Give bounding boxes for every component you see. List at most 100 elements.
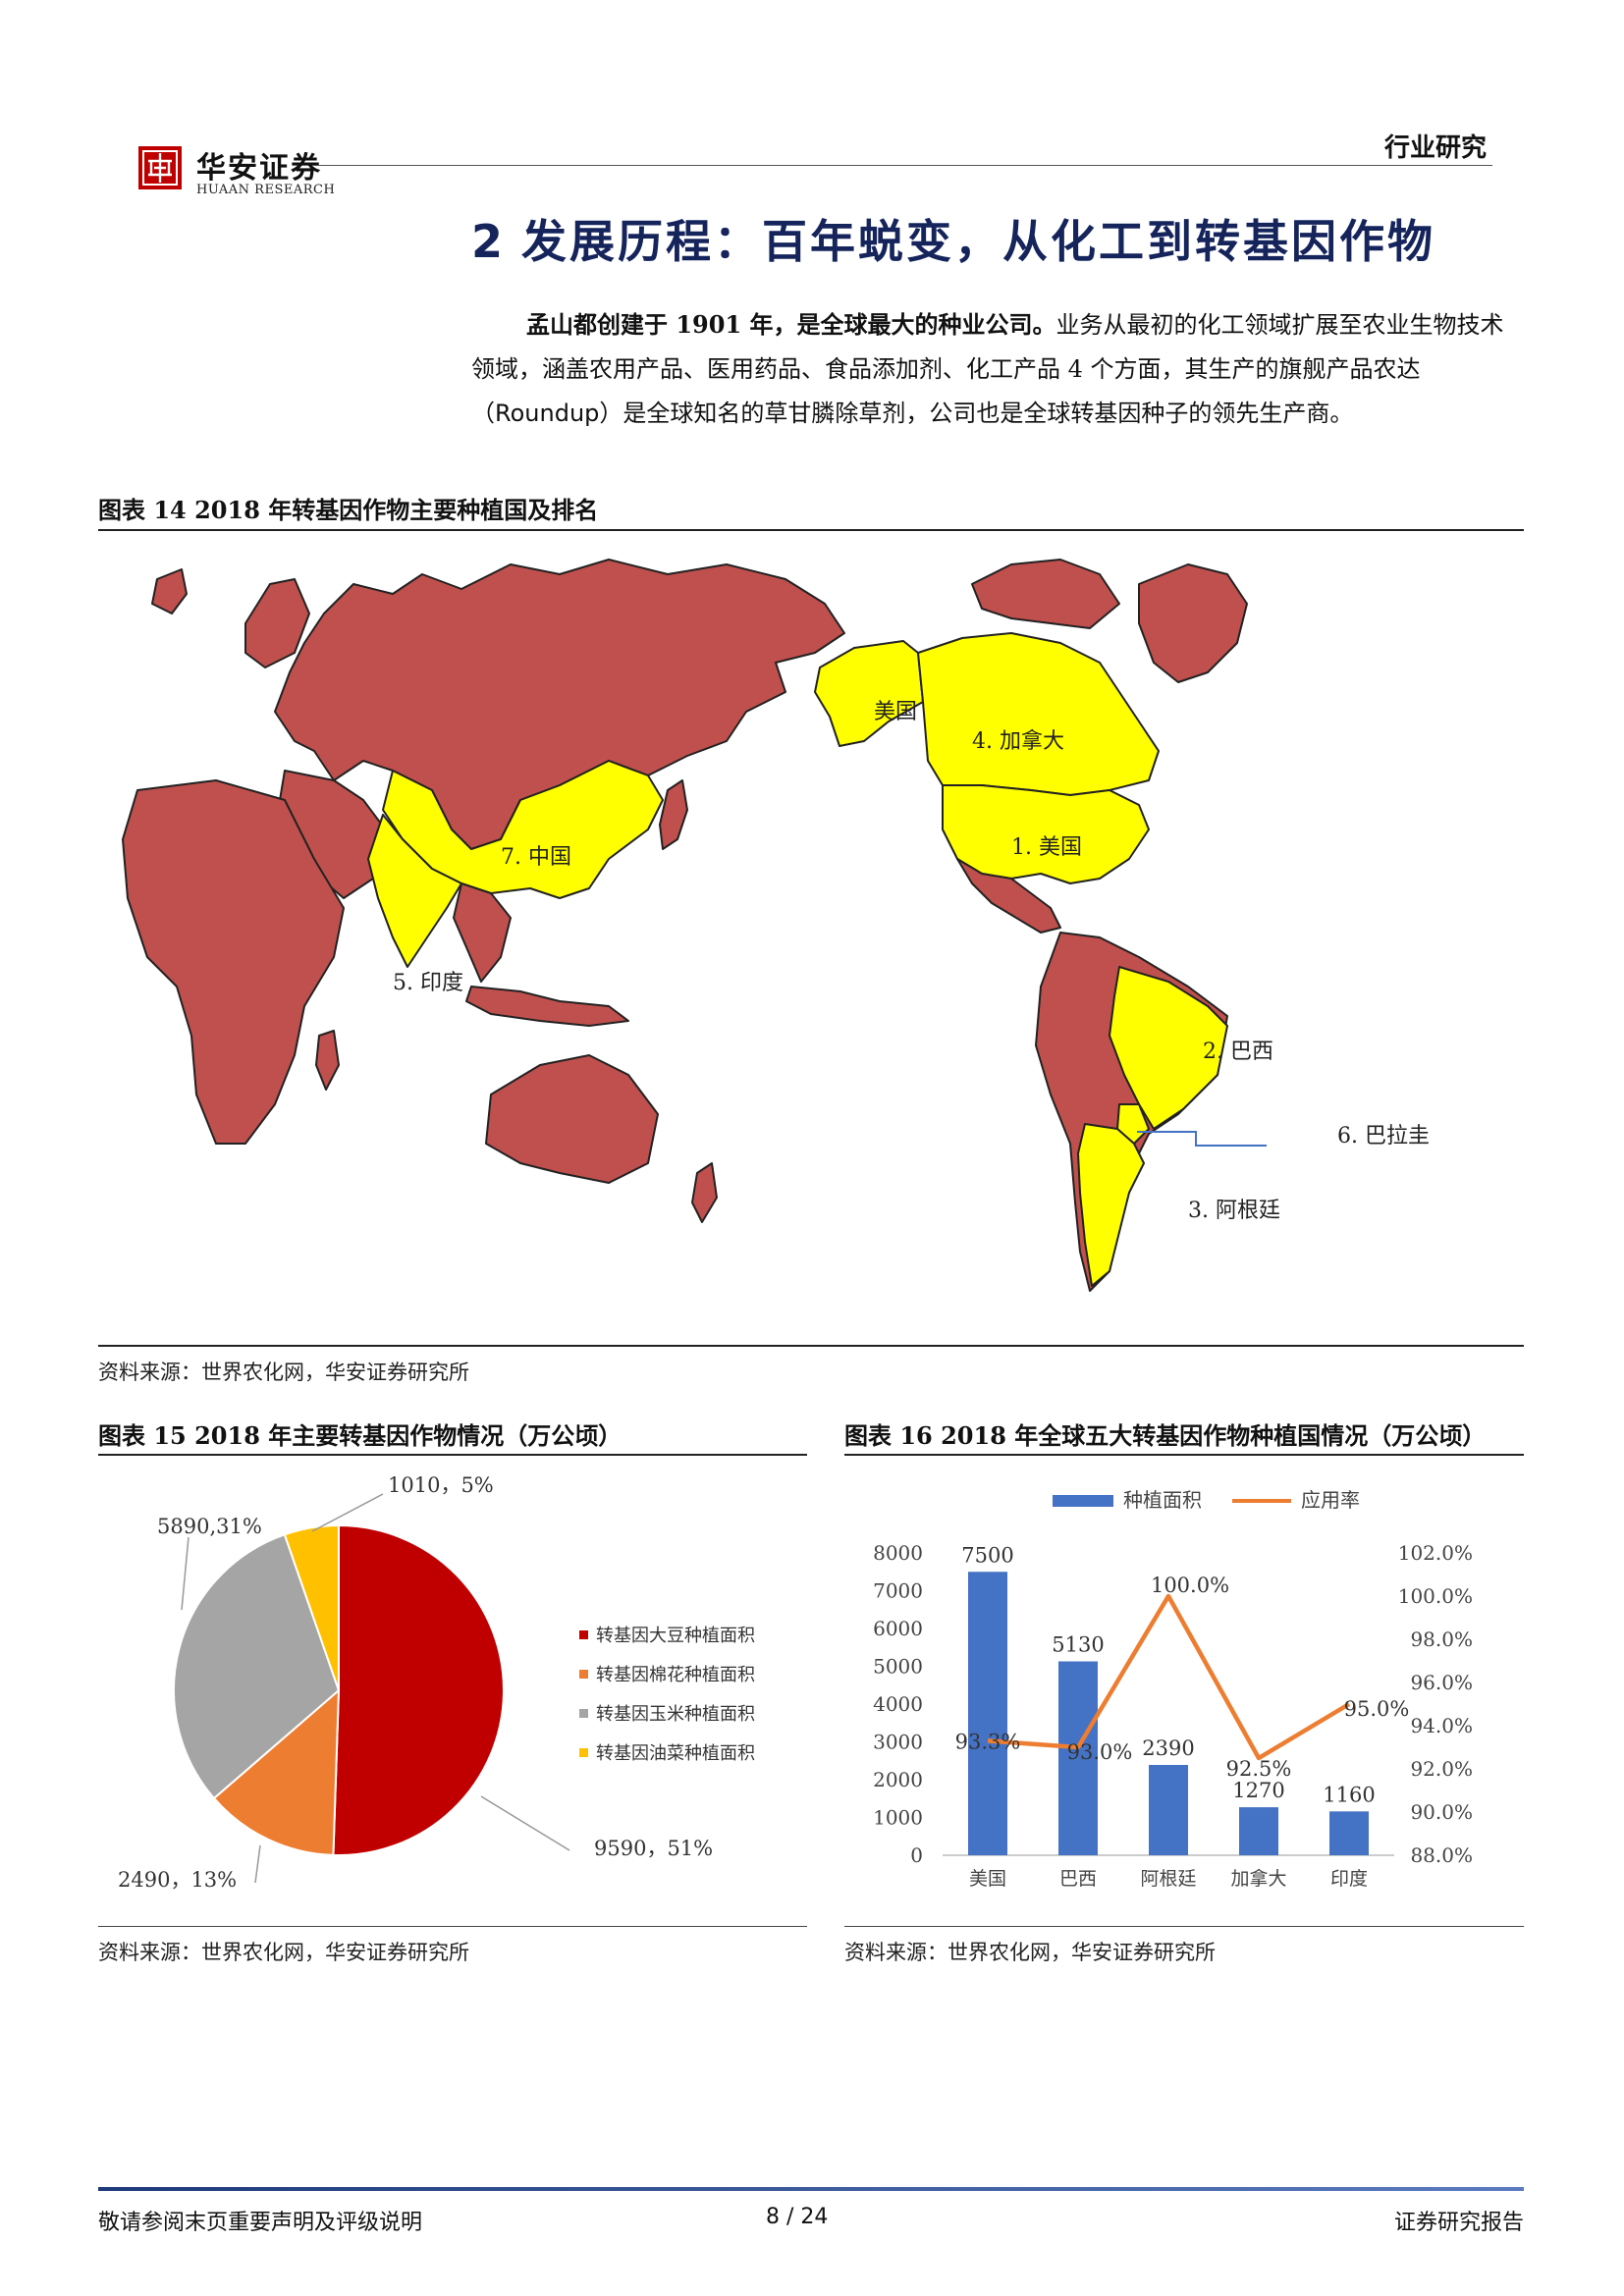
line-label-0: 93.3% <box>955 1730 1021 1753</box>
map-africa <box>122 779 345 1145</box>
pie-legend-item-1: 转基因棉花种植面积 <box>579 1661 755 1686</box>
paragraph-text-2: ）是全球知名的草甘膦除草剂，公司也是全球转基因种子的领先生产商。 <box>599 400 1354 427</box>
y-right-tick-5: 98.0% <box>1410 1628 1473 1651</box>
bar-label-0: 7500 <box>961 1543 1013 1567</box>
pie-slice-1 <box>212 1687 341 1856</box>
y-left-tick-3: 3000 <box>873 1731 923 1754</box>
pie-slice-2 <box>173 1533 341 1800</box>
figure16-combo-chart: 种植面积 应用率 0 1000 2000 3000 4000 5000 6000 7000 8000… <box>873 1488 1473 1890</box>
map-australia <box>485 1054 659 1184</box>
pie-slice-0 <box>332 1523 505 1856</box>
figure14-top-rule <box>98 529 1524 531</box>
map-new-zealand <box>691 1162 718 1223</box>
bar-label-2: 2390 <box>1142 1736 1194 1760</box>
y-right-tick-4: 96.0% <box>1410 1671 1473 1694</box>
pie-leader-line-3 <box>311 1493 384 1532</box>
pie-legend-label-3: 转基因油菜种植面积 <box>596 1743 755 1764</box>
brand-logo <box>137 145 183 190</box>
world-map-svg <box>122 559 1267 1292</box>
map-japan <box>659 779 688 850</box>
report-category: 行业研究 <box>1383 133 1487 163</box>
y-right-tick-0: 88.0% <box>1410 1843 1473 1867</box>
header-divider <box>314 165 1492 166</box>
paragraph-roundup: Roundup <box>495 400 600 427</box>
figure14-source: 资料来源：世界农化网，华安证券研究所 <box>98 1361 469 1384</box>
legend-swatch-area <box>1053 1495 1113 1507</box>
pie-leader-line-2 <box>181 1536 189 1611</box>
pie-leader-line-1 <box>254 1844 261 1884</box>
figure16-bottom-rule <box>844 1926 1524 1927</box>
rate-line <box>987 1593 1351 1761</box>
line-label-2: 100.0% <box>1151 1574 1229 1597</box>
figure14-caption: 图表 14 2018 年转基因作物主要种植国及排名 <box>98 496 599 524</box>
figure14-bottom-rule <box>98 1345 1524 1347</box>
x-tick-3: 加拿大 <box>1230 1867 1286 1890</box>
map-label-usa: 1. 美国 <box>1011 835 1082 860</box>
pie-legend-swatch-0 <box>579 1629 588 1639</box>
y-left-tick-1: 1000 <box>873 1806 923 1830</box>
pie-data-label-0: 9590，51% <box>594 1837 713 1860</box>
section-title-text: 发展历程：百年蜕变，从化工到转基因作物 <box>521 215 1436 268</box>
map-canada <box>917 632 1160 796</box>
page-number: 8 / 24 <box>766 2205 829 2229</box>
pie-leader-line-0 <box>480 1795 570 1851</box>
line-label-1: 93.0% <box>1067 1740 1133 1764</box>
pie-legend-item-2: 转基因玉米种植面积 <box>579 1700 755 1726</box>
map-alaska <box>814 640 924 747</box>
map-label-india: 5. 印度 <box>393 971 463 995</box>
y-left-tick-8: 8000 <box>873 1541 923 1565</box>
pie-legend-item-3: 转基因油菜种植面积 <box>579 1739 755 1765</box>
bar-1 <box>1058 1661 1098 1855</box>
brand-name-cn: 华安证券 <box>196 151 322 186</box>
bar-0 <box>968 1572 1007 1855</box>
pie-data-label-2: 5890,31% <box>157 1515 262 1538</box>
pie-slice-3 <box>283 1523 340 1691</box>
x-tick-4: 印度 <box>1330 1868 1368 1890</box>
pie-legend-swatch-1 <box>579 1669 588 1679</box>
map-eurasia <box>274 559 845 850</box>
x-tick-0: 美国 <box>969 1868 1006 1890</box>
map-mexico <box>956 858 1061 934</box>
map-india <box>367 814 462 968</box>
line-label-4: 95.0% <box>1344 1697 1410 1721</box>
bar-4 <box>1329 1811 1369 1855</box>
map-europe <box>244 578 310 668</box>
map-argentina <box>1077 1123 1145 1287</box>
figure15-bottom-rule <box>98 1926 807 1927</box>
figure15-legend: 转基因大豆种植面积转基因棉花种植面积 转基因玉米种植面积转基因油菜种植面积 <box>579 1622 755 1779</box>
figure15-top-rule <box>98 1454 807 1456</box>
map-label-paraguay: 6. 巴拉圭 <box>1337 1124 1430 1148</box>
world-map: 美国 4. 加拿大 1. 美国 7. 中国 5. 印度 2. 巴西 6. 巴拉圭… <box>98 545 1512 1310</box>
paraguay-leader-line <box>1137 1131 1267 1147</box>
figure15-caption: 图表 15 2018 年主要转基因作物情况（万公顷） <box>98 1421 623 1450</box>
bar-label-1: 5130 <box>1052 1632 1104 1656</box>
figure16-caption: 图表 16 2018 年全球五大转基因作物种植国情况（万公顷） <box>844 1421 1487 1450</box>
y-left-tick-6: 6000 <box>873 1617 923 1640</box>
y-left-tick-2: 2000 <box>873 1768 923 1791</box>
map-label-brazil: 2. 巴西 <box>1203 1040 1273 1064</box>
figure16-source: 资料来源：世界农化网，华安证券研究所 <box>844 1941 1216 1964</box>
figure15-pie-chart: 9590，51% 2490，13% 5890,31% 1010，5% <box>118 1473 713 1892</box>
bar-2 <box>1149 1764 1188 1855</box>
map-arctic-islands <box>971 559 1120 629</box>
pie-legend-label-0: 转基因大豆种植面积 <box>596 1626 755 1646</box>
pie-legend-item-0: 转基因大豆种植面积 <box>579 1622 755 1647</box>
map-se-asia <box>453 882 512 983</box>
y-right-tick-2: 92.0% <box>1410 1757 1473 1781</box>
brand-name-en: HUAAN RESEARCH <box>196 183 336 197</box>
y-left-tick-0: 0 <box>910 1843 923 1867</box>
map-label-canada: 4. 加拿大 <box>972 729 1064 754</box>
pie-legend-swatch-2 <box>579 1708 588 1718</box>
map-label-alaska: 美国 <box>874 700 918 724</box>
x-tick-1: 巴西 <box>1059 1868 1097 1890</box>
section-title: 2 发展历程：百年蜕变，从化工到转基因作物 <box>471 206 1435 271</box>
footer-divider <box>98 2187 1524 2191</box>
y-left-tick-4: 4000 <box>873 1692 923 1716</box>
section-number: 2 <box>471 215 507 268</box>
footer-report-type: 证券研究报告 <box>1393 2211 1524 2235</box>
map-british-isles <box>151 568 188 614</box>
pie-legend-swatch-3 <box>579 1747 588 1757</box>
line-label-3: 92.5% <box>1226 1757 1292 1781</box>
map-brazil <box>1109 966 1228 1130</box>
map-paraguay <box>1116 1103 1150 1145</box>
